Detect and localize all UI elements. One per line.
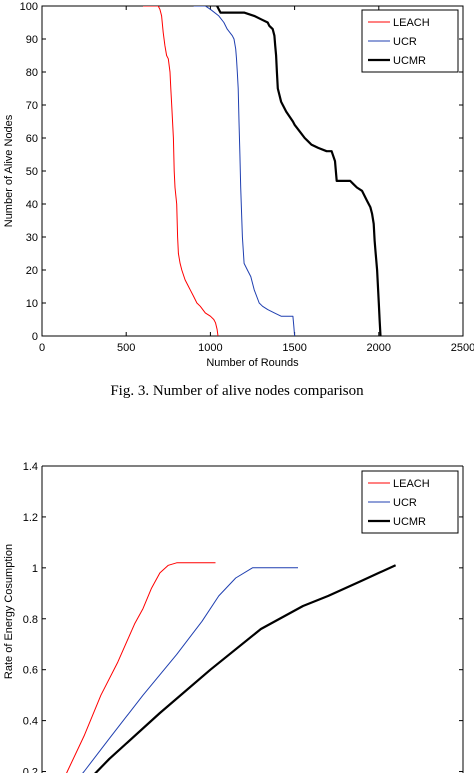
y-tick-label: 20	[26, 265, 38, 277]
y-tick-label: 100	[20, 1, 38, 13]
figure-caption: Fig. 3. Number of alive nodes comparison	[110, 383, 364, 399]
y-tick-label: 1.2	[23, 512, 38, 524]
x-tick-label: 2000	[367, 342, 391, 354]
x-tick-label: 1000	[198, 342, 222, 354]
legend-box	[361, 9, 459, 73]
y-tick-label: 40	[26, 199, 38, 211]
series-line-ucr	[193, 6, 296, 336]
y-axis-label: Number of Alive Nodes	[3, 114, 15, 227]
series-group	[66, 562, 397, 773]
x-tick-label: 1500	[282, 342, 306, 354]
y-tick-label: 0.4	[23, 716, 38, 728]
chart-2: 0.2 0.4 0.6 0.8 1 1.2 1.4 Rate of Energy Cosump…	[3, 461, 464, 773]
series-line-ucr	[82, 567, 298, 773]
legend-label-ucr: UCR	[393, 36, 417, 48]
series-line-ucmr	[94, 564, 397, 773]
legend-label-leach: LEACH	[393, 478, 430, 490]
y-tick-label: 10	[26, 298, 38, 310]
y-tick-label: 60	[26, 133, 38, 145]
y-tick-label: 90	[26, 34, 38, 46]
legend-label-ucmr: UCMR	[393, 55, 426, 67]
series-line-leach	[143, 6, 219, 336]
legend-label-ucr: UCR	[393, 497, 417, 509]
series-line-ucmr	[216, 6, 382, 336]
y-tick-label: 80	[26, 67, 38, 79]
series-line-leach	[66, 562, 216, 773]
y-tick-label: 0.6	[23, 665, 38, 677]
y-tick-label: 1	[32, 563, 38, 575]
legend-label-ucmr: UCMR	[393, 516, 426, 528]
y-tick-label: 30	[26, 232, 38, 244]
y-tick-label: 70	[26, 100, 38, 112]
y-tick-label: 0.8	[23, 614, 38, 626]
y-tick-label: 1.4	[23, 461, 38, 473]
y-tick-label: 0	[32, 331, 38, 343]
x-tick-label: 0	[39, 342, 45, 354]
series-group	[143, 6, 382, 336]
y-axis-label: Rate of Energy Cosumption	[3, 544, 15, 679]
y-tick-label: 0.2	[23, 767, 38, 773]
x-axis-label: Number of Rounds	[206, 357, 299, 369]
x-tick-label: 500	[117, 342, 135, 354]
legend-label-leach: LEACH	[393, 17, 430, 29]
x-tick-label: 2500	[451, 342, 474, 354]
y-tick-label: 50	[26, 166, 38, 178]
